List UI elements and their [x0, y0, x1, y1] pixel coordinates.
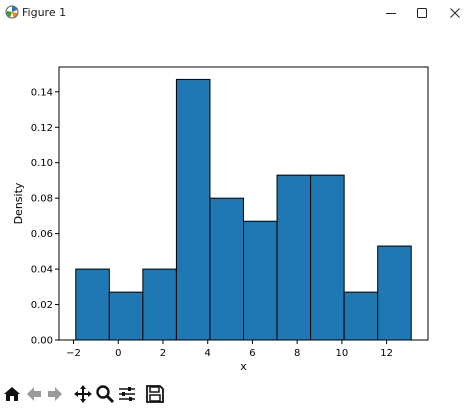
save-button[interactable]	[144, 383, 166, 405]
save-icon	[146, 385, 164, 403]
forward-button[interactable]	[44, 383, 66, 405]
maximize-button[interactable]	[403, 0, 441, 26]
forward-arrow-icon	[48, 387, 62, 401]
x-tick-label: 2	[160, 348, 166, 359]
histogram-bar	[243, 220, 278, 341]
navigation-toolbar	[0, 380, 474, 408]
pan-button[interactable]	[72, 383, 94, 405]
y-tick-label: 0.00	[31, 336, 53, 347]
bars-group	[75, 78, 412, 341]
y-axis-label: Density	[12, 182, 25, 224]
histogram-bar	[209, 197, 244, 341]
histogram-chart: −2 0 2 4 6 8 10 12 0.00 0.02 0.04 0.06 0.08 0.10 0.12…	[12, 66, 429, 373]
histogram-bar	[276, 174, 312, 341]
window-titlebar: Figure 1	[0, 0, 474, 26]
x-tick-label: 8	[294, 348, 300, 359]
close-icon	[450, 8, 460, 18]
matplotlib-logo-icon	[5, 5, 19, 19]
configure-subplots-icon	[119, 387, 135, 401]
y-tick-label: 0.08	[31, 194, 53, 205]
pan-icon	[74, 385, 92, 403]
y-ticks-group: 0.00 0.02 0.04 0.06 0.08 0.10 0.12 0.14	[31, 87, 59, 347]
histogram-bar	[142, 268, 177, 341]
histogram-bar	[108, 291, 144, 341]
y-tick-label: 0.10	[31, 158, 53, 169]
y-tick-label: 0.04	[31, 265, 53, 276]
x-tick-label: 10	[336, 348, 349, 359]
x-tick-label: −2	[66, 348, 81, 359]
histogram-bar	[343, 291, 379, 341]
y-tick-label: 0.14	[31, 87, 53, 98]
axes-frame	[58, 66, 429, 341]
x-tick-label: 6	[249, 348, 255, 359]
home-icon	[4, 387, 20, 401]
configure-subplots-button[interactable]	[116, 383, 138, 405]
histogram-bar	[310, 174, 345, 341]
minimize-icon	[386, 13, 396, 14]
x-tick-label: 4	[205, 348, 211, 359]
zoom-button[interactable]	[94, 383, 116, 405]
x-ticks-group: −2 0 2 4 6 8 10 12	[66, 340, 393, 359]
histogram-bar	[75, 268, 110, 341]
back-arrow-icon	[27, 387, 41, 401]
back-button[interactable]	[23, 383, 45, 405]
maximize-icon	[417, 8, 427, 18]
minimize-button[interactable]	[372, 0, 410, 26]
figure-canvas[interactable]: −2 0 2 4 6 8 10 12 0.00 0.02 0.04 0.06 0.08 0.10 0.12…	[0, 26, 474, 378]
y-tick-label: 0.06	[31, 229, 53, 240]
home-button[interactable]	[1, 383, 23, 405]
window-title: Figure 1	[22, 6, 67, 19]
x-axis-label: x	[240, 360, 247, 373]
x-tick-label: 12	[380, 348, 393, 359]
histogram-bar	[377, 245, 412, 341]
close-button[interactable]	[436, 0, 474, 26]
x-tick-label: 0	[115, 348, 121, 359]
y-tick-label: 0.12	[31, 123, 53, 134]
zoom-icon	[96, 385, 115, 404]
histogram-bar	[175, 78, 211, 341]
y-tick-label: 0.02	[31, 300, 53, 311]
